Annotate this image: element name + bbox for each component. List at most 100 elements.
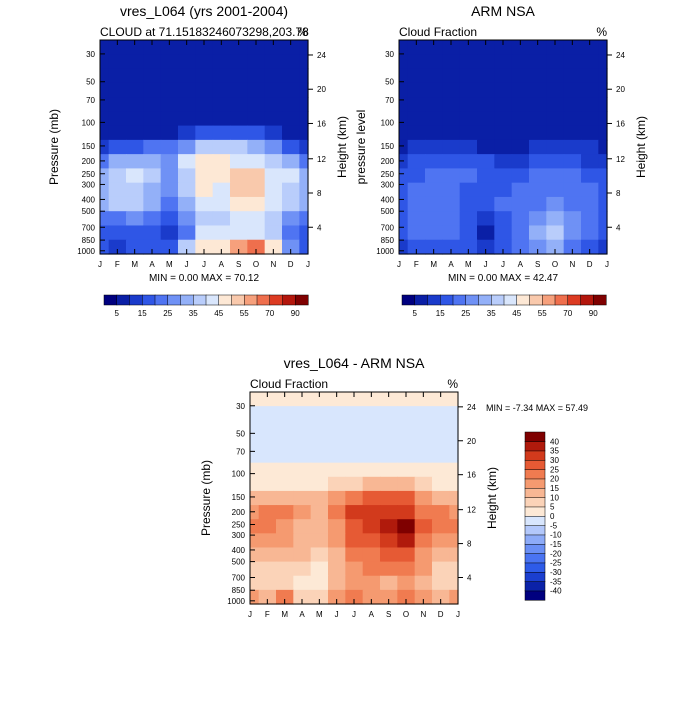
heatmap-cell	[100, 168, 109, 183]
heatmap-cell	[250, 392, 259, 407]
heatmap-cell	[247, 154, 265, 169]
heatmap-cell	[345, 576, 363, 591]
heatmap-cell	[250, 434, 259, 449]
heatmap-cell	[143, 69, 161, 84]
heatmap-cell	[546, 111, 564, 126]
heatmap-cell	[195, 225, 213, 240]
colorbar-swatch	[415, 295, 428, 305]
heatmap-cell	[598, 225, 607, 240]
heatmap-cell	[460, 97, 478, 112]
heatmap-cell	[529, 183, 547, 198]
heatmap-cell	[259, 420, 277, 435]
heatmap-cell	[143, 183, 161, 198]
heatmap-cell	[442, 197, 460, 212]
colorbar-swatch	[517, 295, 530, 305]
heatmap-cell	[161, 168, 179, 183]
x-tick-label: J	[605, 260, 609, 269]
heatmap-cell	[109, 211, 127, 226]
heatmap-cell	[363, 420, 381, 435]
heatmap-cell	[100, 40, 109, 55]
heatmap-cell	[598, 197, 607, 212]
heatmap-cell	[397, 533, 415, 548]
colorbar-label: 25	[550, 465, 559, 474]
y-right-tick-label: 16	[616, 119, 625, 128]
heatmap-cell	[564, 97, 582, 112]
heatmap-cell	[161, 97, 179, 112]
x-tick-label: M	[316, 610, 323, 619]
heatmap-cell	[449, 477, 458, 492]
heatmap-cell	[399, 211, 408, 226]
heatmap-cell	[282, 183, 300, 198]
heatmap-cell	[293, 547, 311, 562]
heatmap-cell	[143, 126, 161, 141]
colorbar-label: 25	[163, 309, 172, 318]
heatmap-cell	[213, 54, 231, 69]
heatmap-cell	[581, 211, 599, 226]
heatmap-cell	[213, 211, 231, 226]
x-tick-label: J	[456, 610, 460, 619]
heatmap-cell	[282, 126, 300, 141]
x-tick-label: J	[335, 610, 339, 619]
heatmap-cell	[442, 168, 460, 183]
heatmap-cells	[100, 40, 309, 255]
heatmap-cell	[230, 111, 248, 126]
y-tick-label: 850	[232, 586, 246, 595]
y-axis-right-label: Height (km)	[634, 116, 648, 178]
heatmap-cell	[460, 183, 478, 198]
heatmap-cell	[311, 576, 329, 591]
y-right-tick-label: 20	[616, 85, 625, 94]
heatmap-cell	[581, 154, 599, 169]
y-tick-label: 500	[82, 207, 96, 216]
y-tick-label: 150	[82, 142, 96, 151]
heatmap-cell	[425, 197, 443, 212]
heatmap-cell	[512, 97, 530, 112]
heatmap-cell	[512, 154, 530, 169]
heatmap-cell	[230, 126, 248, 141]
colorbar-swatch	[525, 516, 545, 526]
heatmap-cell	[100, 154, 109, 169]
heatmap-cell	[161, 111, 179, 126]
heatmap-cell	[494, 54, 512, 69]
heatmap-cell	[282, 168, 300, 183]
heatmap-cell	[363, 463, 381, 478]
colorbar-label: 5	[413, 309, 418, 318]
colorbar-label: 15	[436, 309, 445, 318]
heatmap-cell	[230, 154, 248, 169]
heatmap-cell	[581, 168, 599, 183]
heatmap-cell	[100, 211, 109, 226]
heatmap-cell	[100, 69, 109, 84]
heatmap-cell	[512, 225, 530, 240]
heatmap-cell	[299, 211, 308, 226]
colorbar-label: 55	[240, 309, 249, 318]
heatmap-cell	[311, 477, 329, 492]
colorbar-swatch	[219, 295, 232, 305]
heatmap-cell	[449, 420, 458, 435]
y-tick-label: 1000	[77, 247, 95, 256]
heatmap-cells	[399, 40, 608, 255]
heatmap-cell	[512, 69, 530, 84]
heatmap-cell	[265, 140, 283, 155]
heatmap-cell	[564, 83, 582, 98]
heatmap-cell	[425, 225, 443, 240]
colorbar-label: -10	[550, 531, 562, 540]
heatmap-cell	[512, 211, 530, 226]
y-tick-label: 100	[232, 470, 246, 479]
heatmap-cell	[415, 505, 433, 520]
heatmap-cell	[265, 183, 283, 198]
heatmap-cell	[247, 183, 265, 198]
heatmap-cell	[213, 97, 231, 112]
heatmap-cell	[100, 83, 109, 98]
heatmap-cell	[425, 54, 443, 69]
heatmap-cell	[460, 197, 478, 212]
heatmap-cell	[311, 547, 329, 562]
y-tick-label: 500	[232, 558, 246, 567]
heatmap-cell	[250, 420, 259, 435]
heatmap-cell	[380, 491, 398, 506]
heatmap-cell	[247, 97, 265, 112]
x-tick-label: S	[236, 260, 241, 269]
heatmap-cell	[399, 240, 408, 255]
heatmap-cell	[126, 126, 144, 141]
y-axis-right-label: Height (km)	[335, 116, 349, 178]
heatmap-cell	[195, 83, 213, 98]
y-tick-label: 150	[381, 142, 395, 151]
